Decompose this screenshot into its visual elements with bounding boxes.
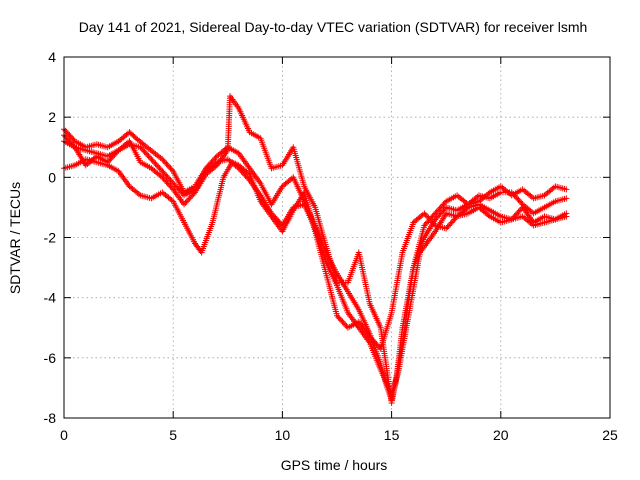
series-line xyxy=(63,128,567,401)
x-tick-label: 5 xyxy=(169,427,177,443)
series-line xyxy=(63,140,567,395)
x-tick-label: 10 xyxy=(275,427,291,443)
data-series xyxy=(61,156,570,352)
grid xyxy=(64,57,610,418)
y-tick-label: -8 xyxy=(44,410,57,426)
plot-area xyxy=(61,93,570,406)
y-tick-label: -6 xyxy=(44,350,57,366)
x-tick-label: 20 xyxy=(493,427,509,443)
chart-title: Day 141 of 2021, Sidereal Day-to-day VTE… xyxy=(79,19,588,35)
y-tick-label: 4 xyxy=(48,49,56,65)
y-tick-label: 2 xyxy=(48,109,56,125)
y-axis-label: SDTVAR / TECUs xyxy=(7,182,23,294)
series-markers xyxy=(61,126,570,403)
y-tick-label: 0 xyxy=(48,169,56,185)
x-tick-label: 15 xyxy=(384,427,400,443)
x-tick-label: 25 xyxy=(602,427,618,443)
axis-ticks: 0 5 10 15 20 25 -8 -6 -4 -2 0 2 4 xyxy=(44,49,618,443)
series-line xyxy=(63,158,567,350)
x-axis-label: GPS time / hours xyxy=(281,457,388,473)
y-tick-label: -2 xyxy=(44,230,57,246)
data-series xyxy=(61,126,570,403)
series-markers xyxy=(61,156,570,352)
x-tick-label: 0 xyxy=(60,427,68,443)
y-tick-label: -4 xyxy=(44,290,57,306)
